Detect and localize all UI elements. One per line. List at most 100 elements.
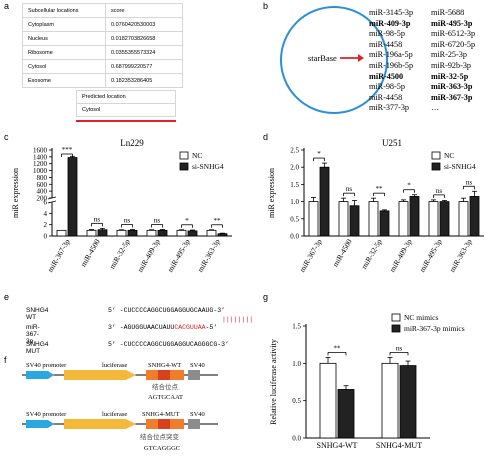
table-cell: Cytosol — [22, 59, 106, 74]
mirna-list-item: miR-4458 — [369, 39, 403, 49]
binding-site-seq: AGTGCAAT — [148, 394, 183, 401]
x-tick-label: miR-363-3p — [448, 237, 474, 273]
y-tick-label: 1.0 — [290, 198, 299, 206]
bar-si-snhg4 — [67, 157, 78, 237]
mirna-list-item: miR-495-3p — [431, 18, 473, 28]
predicted-location-panel: Predicted location Cytosol — [76, 90, 176, 122]
table-header: Subcellular locations — [22, 3, 106, 18]
luciferase-label: luciferase — [102, 362, 127, 369]
mirna-list-item: miR-196b-5p — [369, 60, 414, 70]
mirna-list-item: miR-98-5p — [369, 82, 405, 92]
y-tick-label: 600 — [37, 181, 48, 189]
x-tick-label: miR-32-5p — [359, 237, 383, 270]
chart-title: U251 — [382, 138, 402, 148]
legend-swatch — [431, 151, 441, 160]
x-tick-label: miR-32-5p — [107, 237, 131, 270]
axis-break — [47, 200, 57, 204]
mirna-list-col2: miR-5688 miR-495-3p miR-6512-3p miR-6720-5p… — [431, 8, 475, 114]
axis-break — [47, 196, 57, 200]
legend-label: NC — [192, 151, 202, 160]
table-cell: 0.0760420530003 — [105, 17, 183, 32]
table-cell: 0.182353286405 — [105, 73, 183, 88]
seq-label-wt: SNHG4 WT — [26, 307, 49, 321]
sv40-block — [188, 419, 200, 429]
red-underline — [76, 120, 176, 122]
table-header-row: Subcellular locations score — [22, 3, 183, 18]
significance-label: ns — [94, 215, 101, 223]
legend-label: NC mimics — [404, 313, 438, 322]
mirna-list-item: miR-92b-3p — [431, 60, 472, 70]
seq-pairing: |||||||| — [222, 316, 254, 323]
bar-mir-367-3p-mimics — [399, 365, 417, 439]
y-tick-label: 2.5 — [290, 147, 299, 155]
bar-si-snhg4 — [97, 229, 108, 237]
y-tick-label: 1.5 — [290, 181, 299, 189]
legend-swatch — [391, 324, 401, 333]
x-tick-label: SNHG4-WT — [317, 441, 358, 450]
significance-label: ns — [154, 216, 161, 224]
promoter-label: SV40 promoter — [26, 411, 67, 418]
bar-si-snhg4 — [379, 210, 390, 237]
bar-si-snhg4 — [157, 229, 168, 237]
seq-mir-red: CACGUUAA — [174, 324, 206, 331]
table-cell: 0.0355355573324 — [105, 45, 183, 60]
bar-si-snhg4 — [469, 196, 480, 237]
y-tick-label: 0.0 — [290, 233, 299, 241]
x-tick-label: miR-409-3p — [136, 237, 162, 273]
bar-si-snhg4 — [319, 166, 330, 237]
subcellular-location-table: Subcellular locations score Cytoplasm 0.0… — [22, 3, 183, 88]
y-tick-label: 800 — [37, 174, 48, 182]
luciferase-label: luciferase — [102, 411, 127, 418]
panel-label-d: d — [263, 132, 269, 142]
bar-nc — [116, 229, 127, 237]
x-tick-label: miR-495-3p — [418, 237, 444, 273]
y-tick-label: 200 — [37, 195, 48, 203]
bar-si-snhg4 — [349, 205, 360, 237]
significance-label: ** — [214, 217, 222, 225]
seq-mir: 3’ -AGUGGUAACUAUUCACGUUAA-5’ — [108, 324, 217, 331]
seq-label-mut: SNHG4 MUT — [26, 341, 49, 355]
y-tick-label: 1.5 — [292, 323, 301, 331]
significance-label: * — [185, 217, 189, 225]
y-tick-label: 0 — [44, 233, 48, 241]
chart-title: Ln229 — [120, 138, 144, 148]
y-axis-label: miR expression — [11, 168, 20, 218]
y-tick-label: 1000 — [33, 167, 48, 175]
promoter-arrow — [26, 371, 54, 379]
table-row: Nucleus 0.0182703826658 — [22, 31, 183, 46]
x-tick-label: miR-4500 — [331, 237, 354, 268]
y-tick-label: 1600 — [33, 147, 48, 155]
significance-label: ** — [376, 185, 384, 193]
panel-label-c: c — [4, 132, 9, 142]
x-tick-label: miR-495-3p — [166, 237, 192, 273]
legend-swatch — [179, 162, 189, 171]
mirna-list-item: miR-6720-5p — [431, 39, 476, 49]
table-cell: Exosome — [22, 73, 106, 88]
mirna-list-item: miR-25-3p — [431, 50, 467, 60]
y-tick-label: 1.0 — [292, 360, 301, 368]
binding-site-block — [158, 370, 170, 380]
mirna-list-item: miR-363-3p — [431, 82, 473, 92]
mirna-list-item: miR-98-5p — [369, 29, 405, 39]
mirna-list-col1: miR-3145-3p miR-409-3p miR-98-5p miR-4458 mi… — [369, 8, 413, 114]
y-tick-label: 0.5 — [292, 397, 301, 405]
y-tick-label: 4 — [44, 210, 48, 218]
y-axis-label: Relative luciferase activity — [269, 339, 278, 425]
seq-wt: 5’ -CUCCCCAGGCUGGAGGUGCAAUG-3’ — [108, 307, 226, 314]
mirna-list-item: miR-3145-3p — [369, 8, 414, 17]
bar-nc — [206, 229, 217, 237]
starbase-circle — [280, 6, 388, 114]
chart-d-u251: U251 miR expression 0.0 0.5 1.0 1.5 2.0 2.5 * miR… — [267, 138, 484, 274]
mirna-list-item: miR-377-3p — [369, 103, 410, 113]
mirna-list-item: miR-4500 — [369, 71, 404, 81]
y-tick-label: 2 — [44, 221, 48, 229]
x-tick-label: miR-367-3p — [298, 237, 324, 273]
legend-label: si-SNHG4 — [444, 162, 476, 171]
table-header: score — [105, 3, 183, 18]
chart-g-luciferase: Relative luciferase activity 0.0 0.5 1.0 1.5… — [269, 313, 465, 450]
x-tick-label: miR-409-3p — [388, 237, 414, 273]
mirna-list-item: miR-4458 — [369, 92, 403, 102]
luciferase-arrow — [64, 419, 136, 429]
promoter-label: SV40 promoter — [26, 362, 67, 369]
mirna-list-item: miR-5688 — [431, 8, 465, 17]
